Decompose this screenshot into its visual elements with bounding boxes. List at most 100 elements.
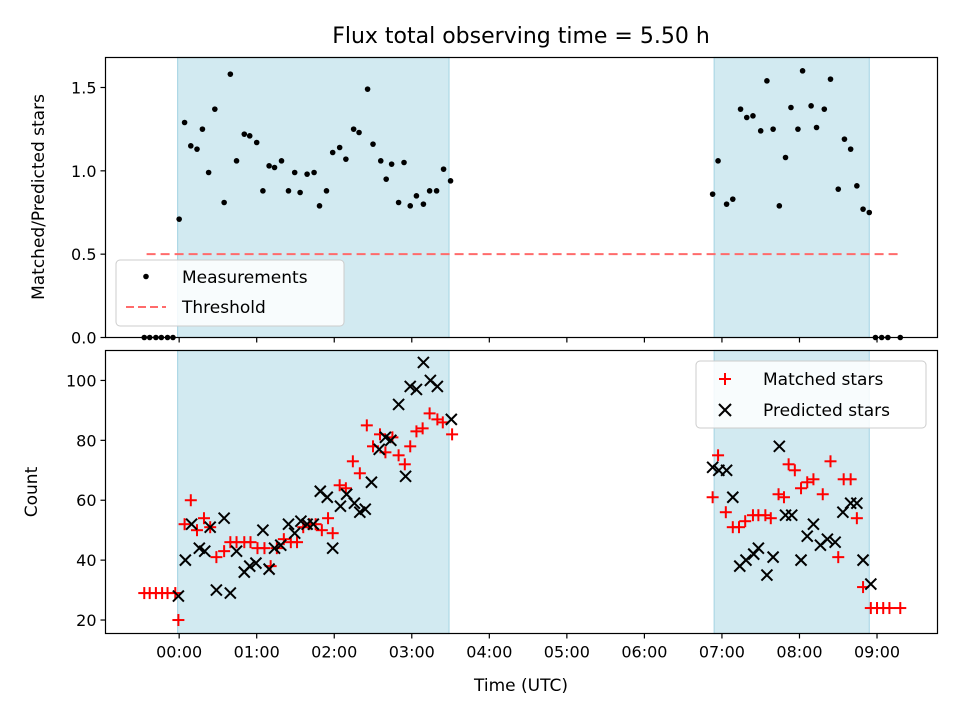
measurement-point	[285, 188, 292, 194]
measurement-point	[329, 149, 336, 156]
matched-star-point	[392, 449, 405, 462]
predicted-star-point	[410, 383, 423, 396]
matched-star-point	[184, 494, 197, 507]
matched-star-point	[309, 518, 322, 531]
matched-star-point	[190, 524, 203, 537]
legend-measurements-label: Measurements	[182, 268, 308, 288]
matched-star-point	[739, 515, 752, 528]
measurement-point	[304, 171, 310, 177]
x-tick-label: 06:00	[621, 643, 667, 662]
predicted-star-point	[384, 434, 398, 447]
measurement-point	[212, 106, 218, 112]
matched-star-point	[832, 551, 845, 564]
measurement-point	[866, 209, 873, 216]
measurement-point	[176, 216, 182, 222]
measurement-point	[770, 126, 776, 132]
predicted-star-point	[217, 511, 231, 525]
matched-star-point	[706, 491, 719, 504]
measurement-point	[246, 133, 253, 139]
measurement-point	[743, 114, 750, 121]
measurement-point	[729, 196, 736, 202]
count-y-tick-label: 40	[76, 551, 96, 570]
matched-star-point	[782, 458, 795, 471]
predicted-star-point	[179, 553, 192, 567]
predicted-star-point	[172, 589, 185, 603]
ratio-axes-frame	[104, 56, 939, 339]
predicted-star-point	[373, 443, 386, 456]
measurement-point	[181, 119, 188, 126]
count-y-tick-label: 80	[76, 431, 96, 450]
count-axes-frame	[104, 349, 939, 635]
legend-predicted-label: Predicted stars	[763, 401, 890, 421]
measurement-point	[835, 186, 842, 192]
x-tick-label: 00:00	[156, 643, 202, 662]
measurement-point	[737, 106, 744, 112]
predicted-star-point	[243, 559, 256, 573]
measurement-point	[323, 188, 330, 194]
matched-star-point	[772, 488, 785, 501]
measurement-point	[715, 158, 721, 164]
matched-star-point	[178, 518, 191, 531]
matched-star-point	[801, 476, 814, 489]
predicted-star-point	[801, 529, 814, 543]
count-y-axis-label: Count	[22, 466, 42, 517]
measurement-point	[260, 188, 266, 194]
measurement-point	[205, 169, 212, 176]
measurement-point	[821, 106, 828, 112]
measurement-point	[336, 144, 343, 151]
matched-star-point	[788, 464, 801, 477]
matched-star-point	[431, 413, 444, 426]
predicted-star-point	[203, 520, 217, 534]
measurement-point	[860, 206, 866, 212]
legend-matched-marker	[719, 373, 731, 385]
matched-star-point	[410, 425, 423, 438]
predicted-star-point	[185, 517, 198, 531]
measurement-point	[253, 139, 260, 146]
legend-measurements-marker	[143, 273, 149, 280]
measurement-point	[297, 189, 303, 196]
matched-star-point	[172, 614, 185, 627]
predicted-star-point	[417, 356, 430, 369]
measurement-point	[377, 158, 384, 164]
ratio-y-tick-label: 1.0	[71, 162, 96, 181]
matched-star-point	[210, 551, 223, 564]
count-legend-box	[695, 360, 927, 429]
predicted-star-point	[321, 491, 334, 504]
matched-star-point	[816, 488, 829, 501]
predicted-star-point	[288, 526, 301, 540]
measurement-point	[847, 146, 854, 152]
predicted-star-point	[785, 509, 798, 522]
predicted-star-point	[230, 544, 243, 558]
measurement-point	[827, 76, 834, 82]
matched-star-point	[326, 527, 339, 540]
measurement-point	[187, 143, 194, 149]
measurement-point	[440, 166, 447, 172]
measurement-point	[808, 103, 814, 109]
matched-star-point	[315, 524, 328, 537]
predicted-star-point	[794, 553, 808, 567]
x-axis-label: Time (UTC)	[473, 676, 568, 696]
measurement-point	[311, 169, 317, 176]
measurement-point	[407, 203, 414, 209]
measurement-point	[447, 178, 454, 184]
matched-star-point	[333, 479, 346, 492]
measurement-point	[776, 203, 783, 209]
predicted-star-point	[720, 464, 733, 477]
predicted-star-point	[326, 541, 339, 555]
predicted-star-point	[807, 517, 820, 531]
measurement-point	[413, 193, 420, 199]
measurement-point	[350, 126, 357, 132]
measurement-point	[233, 158, 240, 164]
measurement-point	[271, 164, 278, 171]
measurement-point	[795, 126, 801, 132]
x-tick-label: 04:00	[466, 643, 512, 662]
predicted-star-point	[224, 586, 237, 600]
matched-star-point	[244, 536, 257, 549]
matched-star-point	[322, 512, 335, 525]
x-tick-label: 05:00	[544, 643, 590, 662]
matched-star-point	[416, 422, 429, 435]
measurement-point	[388, 161, 395, 167]
measurement-point	[227, 71, 234, 77]
predicted-star-point	[268, 541, 281, 555]
predicted-star-point	[828, 535, 842, 549]
